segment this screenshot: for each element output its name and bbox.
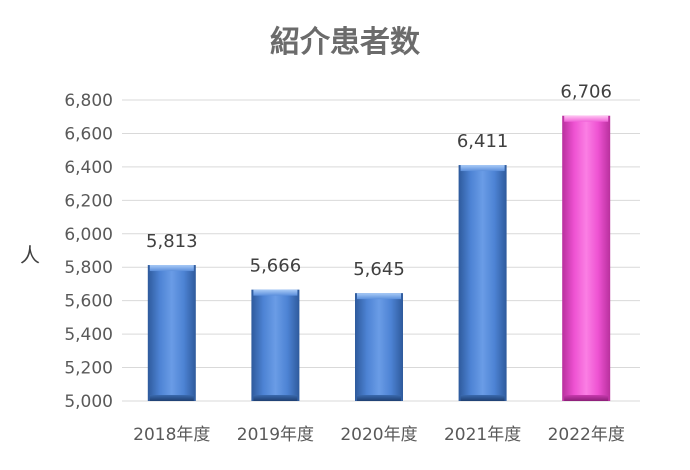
bar	[355, 293, 403, 401]
x-tick-label: 2021年度	[444, 425, 521, 445]
bar-bevel-top	[149, 265, 194, 272]
bar	[251, 289, 300, 401]
y-tick-label: 5,400	[64, 325, 113, 345]
bar-bevel-bottom	[460, 395, 505, 401]
bar-bevel-bottom	[564, 395, 609, 401]
bar-body	[147, 265, 196, 401]
gridlines	[122, 99, 640, 402]
y-tick-label: 6,800	[64, 91, 113, 111]
bar-bevel-top	[357, 293, 401, 300]
value-label: 5,813	[146, 231, 198, 252]
x-tick-label: 2019年度	[237, 425, 314, 445]
x-tick-label: 2022年度	[548, 425, 625, 445]
value-labels: 5,813 5,666 5,645 6,411 6,706	[146, 82, 612, 280]
bar-bevel-bottom	[253, 395, 298, 401]
y-axis-ticks: 5,000 5,200 5,400 5,600 5,800 6,000 6,200 6,400…	[64, 91, 113, 412]
value-label: 5,645	[353, 259, 405, 280]
bar-body	[251, 289, 300, 401]
y-axis-label: 人	[20, 243, 40, 267]
y-tick-label: 6,200	[64, 191, 113, 211]
y-tick-label: 5,200	[64, 359, 113, 379]
y-tick-label: 5,000	[64, 392, 113, 412]
bar-bevel-top	[253, 289, 298, 296]
bar	[458, 165, 507, 401]
bar-bevel-bottom	[357, 395, 401, 401]
bar	[562, 115, 611, 402]
x-tick-label: 2020年度	[340, 425, 417, 445]
value-label: 6,706	[560, 82, 612, 103]
chart-title: 紹介患者数	[270, 25, 421, 60]
y-tick-label: 5,600	[64, 292, 113, 312]
bar-body	[562, 115, 611, 402]
y-tick-label: 6,400	[64, 158, 113, 178]
y-tick-label: 6,000	[64, 225, 113, 245]
bar-bevel-bottom	[149, 395, 194, 401]
bar-bevel-top	[460, 165, 505, 172]
bar-body	[458, 165, 507, 401]
x-tick-label: 2018年度	[133, 425, 210, 445]
bar-bevel-top	[564, 115, 609, 122]
bar-body	[355, 293, 403, 401]
bar	[147, 265, 196, 401]
y-tick-label: 6,600	[64, 124, 113, 144]
value-label: 6,411	[457, 131, 509, 152]
value-label: 5,666	[250, 256, 302, 277]
x-axis-labels: 2018年度 2019年度 2020年度 2021年度 2022年度	[133, 425, 625, 445]
y-tick-label: 5,800	[64, 258, 113, 278]
bars	[147, 115, 611, 402]
